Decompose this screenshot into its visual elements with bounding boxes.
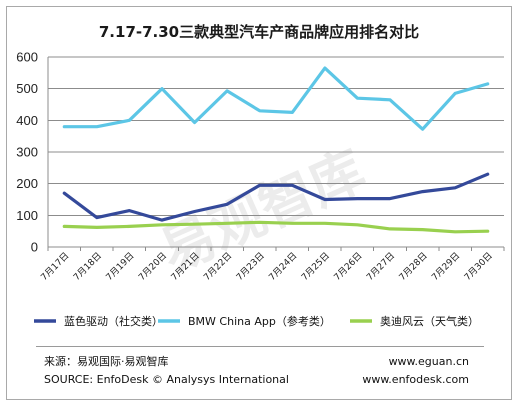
x-tick-label: 7月20日 (136, 250, 169, 283)
legend-label-3: 奥迪风云（天气类） (380, 314, 479, 328)
footer-divider (36, 346, 484, 347)
y-tick-label: 400 (16, 113, 38, 128)
y-tick-label: 0 (31, 240, 38, 255)
legend-label-1: 蓝色驱动（社交类） (64, 314, 163, 328)
chart-title: 7.17-7.30三款典型汽车产商品牌应用排名对比 (99, 23, 419, 41)
x-tick-label: 7月18日 (71, 250, 104, 283)
gridlines (48, 56, 504, 216)
y-tick-label: 500 (16, 81, 38, 96)
x-tick-label: 7月28日 (397, 250, 430, 283)
series-line-3 (62, 220, 490, 234)
x-tick-label: 7月26日 (332, 250, 365, 283)
x-tick-label: 7月30日 (462, 250, 495, 283)
website-eguan[interactable]: www.eguan.cn (388, 355, 469, 368)
chart-frame (6, 6, 512, 400)
legend-label-2: BMW China App（参考类） (188, 314, 331, 328)
x-tick-label: 7月25日 (299, 250, 332, 283)
x-tick-label: 7月24日 (267, 250, 300, 283)
x-tick-label: 7月17日 (39, 250, 72, 283)
source-english: SOURCE: EnfoDesk © Analysys Internationa… (44, 373, 289, 386)
y-tick-label: 100 (16, 208, 38, 223)
y-tick-label: 200 (16, 176, 38, 191)
x-tick-label: 7月19日 (104, 250, 137, 283)
legend: 蓝色驱动（社交类） BMW China App（参考类） 奥迪风云（天气类） (34, 314, 479, 328)
x-tick-label: 7月27日 (364, 250, 397, 283)
series-line-1 (62, 172, 490, 222)
x-tick-label: 7月29日 (430, 250, 463, 283)
y-tick-label: 300 (16, 145, 38, 160)
website-enfodesk[interactable]: www.enfodesk.com (362, 373, 469, 386)
axes: 0 100 200 300 400 500 600 7月17日 7月18日 7月19日 7月20日 7… (16, 50, 505, 283)
series-lines (62, 66, 490, 234)
y-tick-label: 600 (16, 50, 38, 65)
source-chinese: 来源：易观国际·易观智库 (44, 355, 169, 368)
series-line-2 (62, 66, 490, 131)
